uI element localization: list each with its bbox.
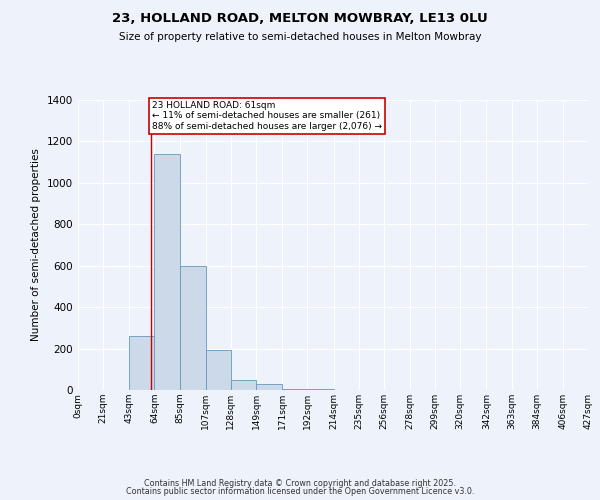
Text: Size of property relative to semi-detached houses in Melton Mowbray: Size of property relative to semi-detach…: [119, 32, 481, 42]
Text: 23, HOLLAND ROAD, MELTON MOWBRAY, LE13 0LU: 23, HOLLAND ROAD, MELTON MOWBRAY, LE13 0…: [112, 12, 488, 26]
Y-axis label: Number of semi-detached properties: Number of semi-detached properties: [31, 148, 41, 342]
Bar: [256, 384, 282, 390]
Bar: [130, 336, 154, 390]
Text: 23 HOLLAND ROAD: 61sqm
← 11% of semi-detached houses are smaller (261)
88% of se: 23 HOLLAND ROAD: 61sqm ← 11% of semi-det…: [152, 101, 382, 131]
Bar: [206, 350, 231, 390]
Text: Contains HM Land Registry data © Crown copyright and database right 2025.: Contains HM Land Registry data © Crown c…: [144, 478, 456, 488]
Bar: [154, 154, 179, 390]
Bar: [231, 380, 256, 390]
Text: Contains public sector information licensed under the Open Government Licence v3: Contains public sector information licen…: [126, 487, 474, 496]
Bar: [282, 389, 307, 390]
Bar: [179, 266, 206, 390]
